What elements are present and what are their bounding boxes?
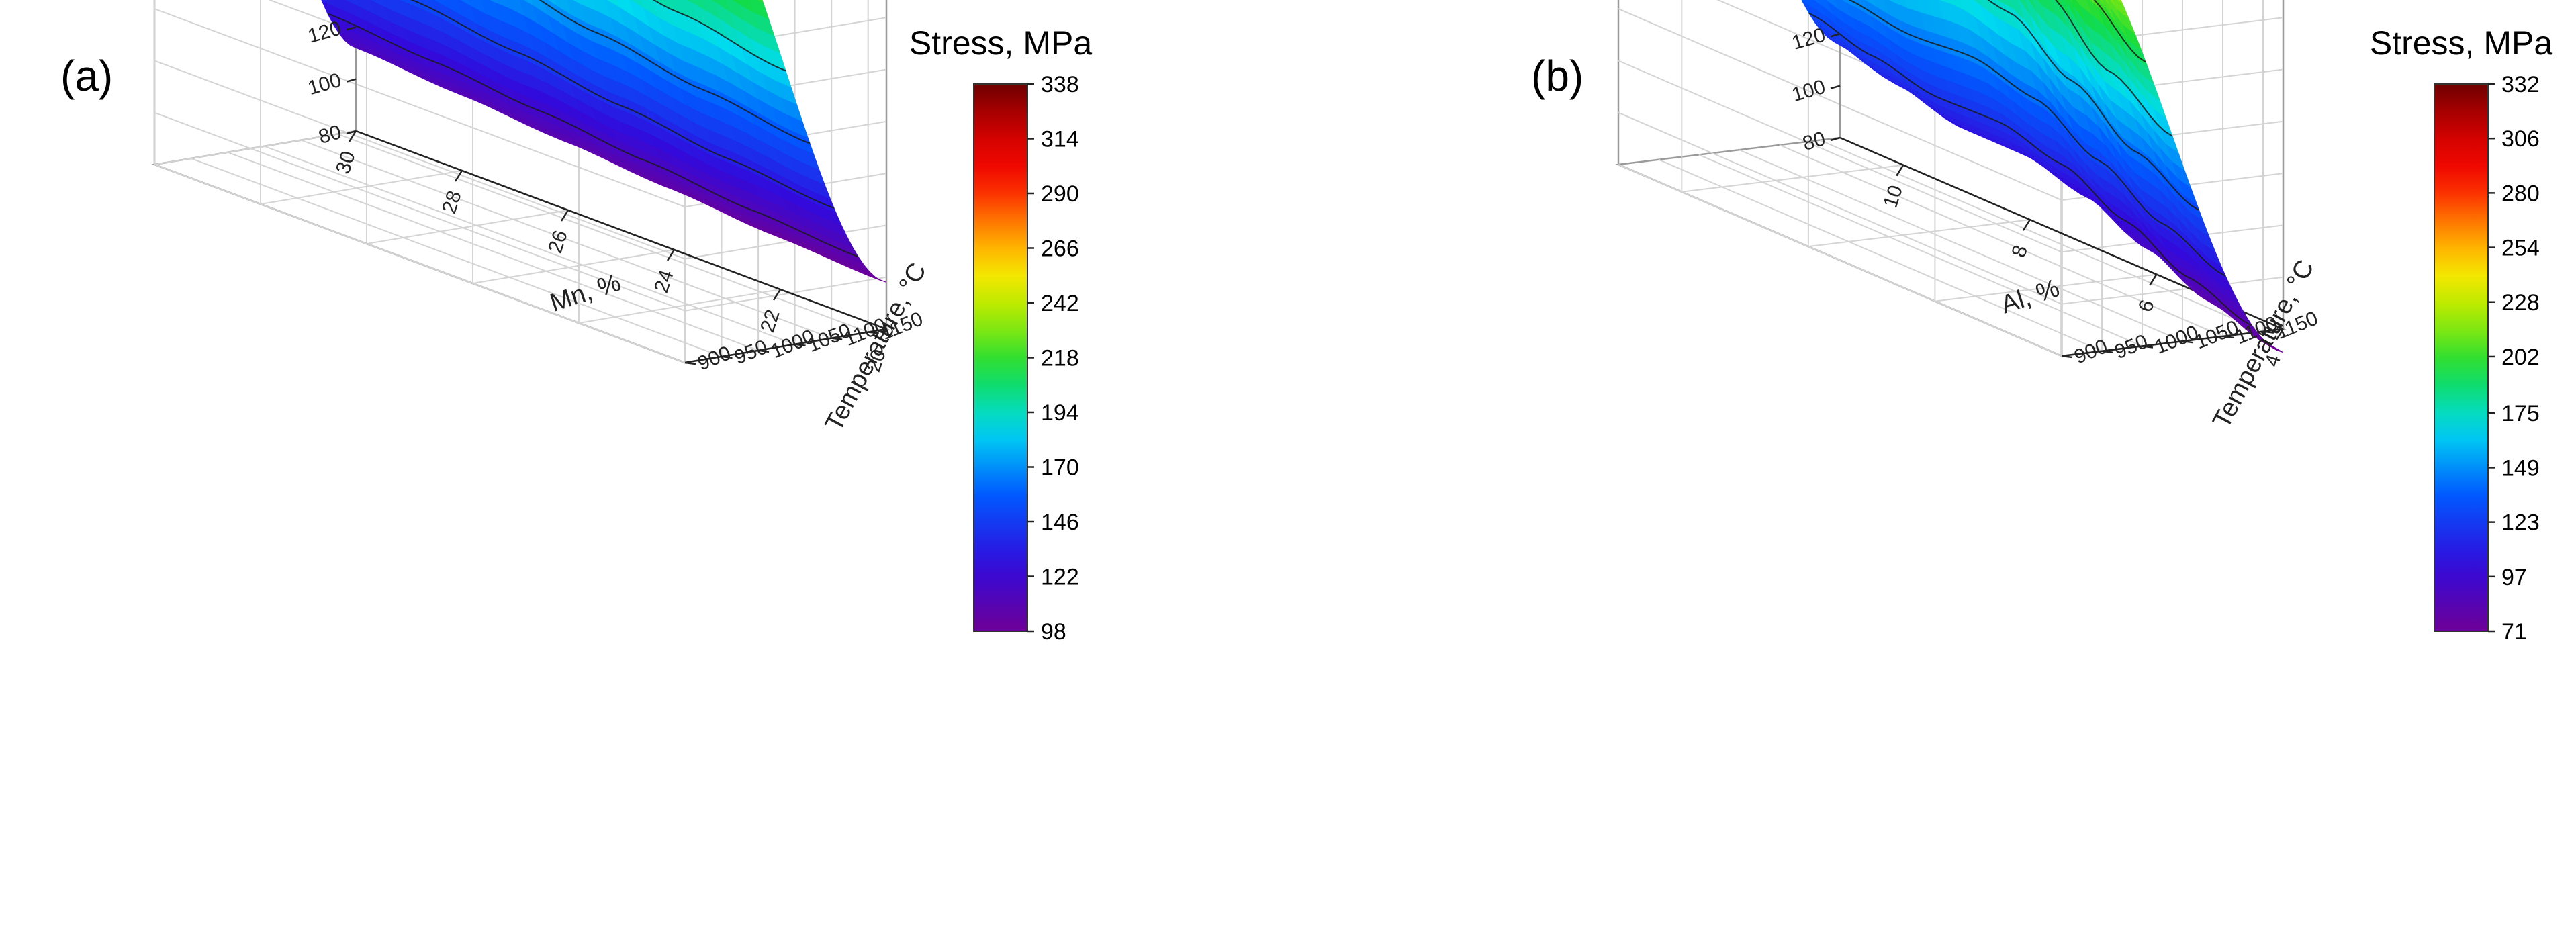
colorbar-tick-label: 290: [1041, 181, 1079, 207]
y-tick: [2101, 350, 2113, 353]
y-tick: [721, 355, 733, 359]
panel-b: 8010012014016018020022024026028030032034…: [1531, 0, 2552, 645]
colorbar-tick-label: 280: [2501, 181, 2540, 206]
z-tick: [1830, 136, 1841, 142]
surface: [1801, 0, 2284, 353]
colorbar-tick-label: 71: [2501, 619, 2527, 645]
z-tick-label: 80: [316, 121, 344, 148]
colorbar: Stress, MPa 98 122 146 170 194 218 242 266 290 314…: [909, 24, 1092, 645]
y-tick: [2222, 335, 2234, 339]
contour-line: [1848, 0, 2226, 277]
x-tick-label: 6: [2134, 297, 2159, 315]
y-tick: [2262, 330, 2274, 334]
colorbar-tick-label: 306: [2501, 126, 2540, 152]
z-tick-label: 100: [306, 69, 344, 100]
y-tick-label: 950: [731, 336, 771, 369]
y-tick: [2061, 355, 2073, 359]
panel-a: 8010012014016018020022024026028030032034…: [60, 0, 1092, 645]
colorbar-ramp: [973, 83, 1028, 632]
contour-line: [1808, 12, 2253, 326]
colorbar-tick-label: 146: [1041, 510, 1079, 535]
x-tick: [2022, 219, 2031, 231]
colorbar-tick-label: 266: [1041, 236, 1079, 262]
colorbar-tick-label: 122: [1041, 565, 1079, 590]
z-tick: [346, 78, 357, 83]
x-tick: [2275, 328, 2285, 340]
x-tick: [560, 210, 569, 222]
x-tick: [1896, 165, 1904, 177]
panel-label: (a): [60, 52, 113, 100]
contour-line: [410, 0, 835, 209]
x-tick-label: 8: [2008, 242, 2033, 260]
z-tick-label: 80: [1800, 128, 1828, 155]
y-tick: [757, 349, 770, 353]
colorbar-tick-label: 175: [2501, 401, 2540, 426]
z-tick: [346, 26, 357, 31]
y-tick: [868, 331, 879, 334]
y-tick: [2142, 345, 2154, 349]
contour-line: [327, 13, 859, 258]
colorbar-tick-label: 97: [2501, 565, 2527, 590]
colorbar-tick-label: 149: [2501, 455, 2540, 481]
colorbar-ramp: [2434, 83, 2489, 632]
y-tick: [684, 361, 696, 365]
x-tick: [2149, 273, 2158, 286]
x-tick: [666, 249, 676, 261]
x-tick: [454, 170, 463, 182]
surface-facet: [866, 274, 887, 283]
colorbar-tick-label: 314: [1041, 127, 1079, 152]
colorbar: Stress, MPa 71 97 123 149 175 202 228 254 280 306 3…: [2370, 24, 2552, 645]
y-tick: [831, 337, 843, 340]
colorbar-tick-label: 202: [2501, 344, 2540, 370]
panel-label: (b): [1531, 52, 1583, 100]
x-tick: [772, 289, 782, 301]
surface: [321, 0, 887, 283]
colorbar-tick-label: 98: [1041, 619, 1066, 645]
colorbar-title: Stress, MPa: [909, 24, 1092, 62]
contour-line: [1987, 0, 2200, 211]
y-tick: [794, 343, 806, 346]
x-tick-label: 10: [1879, 183, 1907, 211]
z-tick: [1830, 33, 1841, 38]
colorbar-tick-label: 242: [1041, 291, 1079, 316]
colorbar-tick-label: 123: [2501, 510, 2540, 536]
z-tick: [346, 130, 357, 135]
colorbar-tick-label: 338: [1041, 72, 1079, 97]
z-tick: [1830, 85, 1841, 89]
y-tick-label: 900: [694, 342, 734, 375]
contour-line: [2055, 0, 2173, 137]
colorbar-tick-label: 170: [1041, 455, 1079, 481]
z-tick-label: 120: [1790, 24, 1828, 54]
z-tick-label: 120: [306, 17, 344, 48]
z-tick-label: 100: [1790, 76, 1828, 107]
colorbar-tick-label: 194: [1041, 400, 1079, 426]
surface-facet: [2264, 342, 2284, 353]
x-tick: [878, 328, 888, 340]
y-tick: [2182, 340, 2194, 344]
x-axis-line: [355, 130, 887, 330]
colorbar-tick-label: 228: [2501, 290, 2540, 316]
colorbar-tick-label: 254: [2501, 236, 2540, 261]
y-axis-line: [2061, 328, 2284, 357]
colorbar-tick-label: 332: [2501, 72, 2540, 97]
contour-line: [652, 0, 786, 72]
contour-line: [539, 0, 811, 144]
x-tick: [348, 130, 357, 142]
colorbar-tick-label: 218: [1041, 346, 1079, 371]
y-axis-line: [684, 328, 887, 364]
colorbar-title: Stress, MPa: [2370, 24, 2552, 62]
